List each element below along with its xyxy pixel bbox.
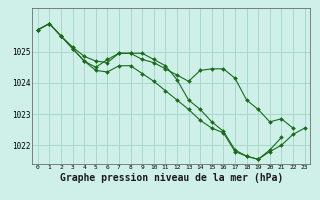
X-axis label: Graphe pression niveau de la mer (hPa): Graphe pression niveau de la mer (hPa) [60,173,283,183]
